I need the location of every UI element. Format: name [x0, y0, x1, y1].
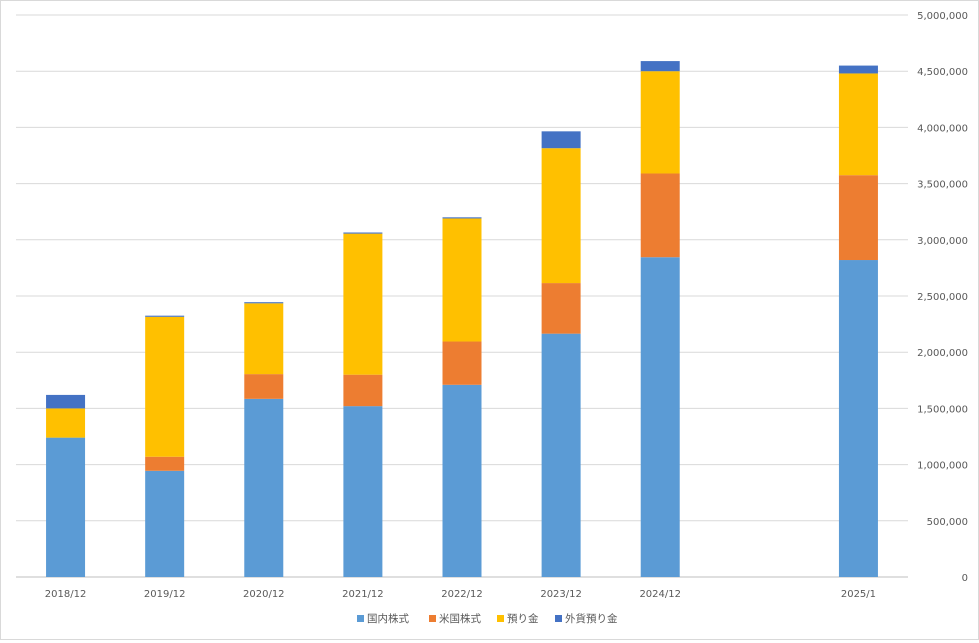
legend-swatch	[555, 615, 562, 622]
bar-segment	[838, 175, 878, 261]
legend-label: 米国株式	[439, 612, 481, 625]
bar-segment	[46, 408, 86, 438]
bar-segment	[640, 173, 680, 258]
bar-segment	[145, 315, 185, 317]
legend: 国内株式 米国株式 預り金 外貨預り金	[357, 612, 618, 625]
x-tick-label: 2022/12	[441, 589, 483, 600]
bar-segment	[244, 374, 284, 399]
legend-swatch	[357, 615, 364, 622]
bar-segment	[442, 217, 482, 219]
bar-segment	[541, 283, 581, 334]
bar-segment	[145, 316, 185, 457]
bar-segment	[343, 233, 383, 375]
y-tick-label: 4,500,000	[917, 67, 968, 78]
x-tick-label: 2025/1	[841, 589, 876, 600]
x-tick-label: 2020/12	[243, 589, 285, 600]
y-tick-label: 3,500,000	[917, 180, 968, 191]
y-axis: 0 500,000 1,000,000 1,500,000 2,000,000 2,500…	[917, 11, 968, 584]
bar-segment	[838, 260, 878, 577]
bar-segment	[541, 333, 581, 577]
y-tick-label: 500,000	[927, 517, 968, 528]
bar-segment	[46, 394, 86, 409]
y-tick-label: 3,000,000	[917, 236, 968, 247]
bar-segment	[442, 384, 482, 577]
bar-segment	[838, 73, 878, 176]
bar-segment	[46, 437, 86, 577]
x-tick-label: 2023/12	[540, 589, 582, 600]
bar-segment	[838, 65, 878, 74]
bars	[46, 61, 878, 577]
y-tick-label: 1,000,000	[917, 461, 968, 472]
y-tick-label: 4,000,000	[917, 123, 968, 134]
legend-swatch	[429, 615, 436, 622]
y-tick-label: 2,000,000	[917, 348, 968, 359]
bar-segment	[343, 406, 383, 577]
y-tick-label: 5,000,000	[917, 11, 968, 22]
bar-segment	[145, 456, 185, 471]
legend-label: 国内株式	[367, 612, 409, 625]
legend-label: 預り金	[507, 612, 539, 625]
x-tick-label: 2024/12	[639, 589, 681, 600]
y-tick-label: 1,500,000	[917, 404, 968, 415]
bar-segment	[541, 148, 581, 284]
bar-segment	[244, 398, 284, 577]
legend-label: 外貨預り金	[565, 612, 618, 625]
y-tick-label: 2,500,000	[917, 292, 968, 303]
x-tick-label: 2019/12	[144, 589, 186, 600]
bar-segment	[244, 302, 284, 304]
bar-segment	[640, 71, 680, 174]
bar-segment	[640, 61, 680, 72]
bar-segment	[442, 341, 482, 385]
bar-segment	[442, 218, 482, 342]
bar-segment	[244, 303, 284, 375]
bar-segment	[145, 470, 185, 577]
bar-segment	[541, 131, 581, 149]
bar-segment	[640, 257, 680, 577]
x-tick-label: 2018/12	[45, 589, 87, 600]
y-tick-label: 0	[962, 573, 968, 584]
x-tick-label: 2021/12	[342, 589, 384, 600]
bar-segment	[343, 232, 383, 234]
legend-swatch	[497, 615, 504, 622]
bar-segment	[343, 374, 383, 407]
x-axis: 2018/12 2019/12 2020/12 2021/12 2022/12 2023/…	[45, 589, 876, 600]
